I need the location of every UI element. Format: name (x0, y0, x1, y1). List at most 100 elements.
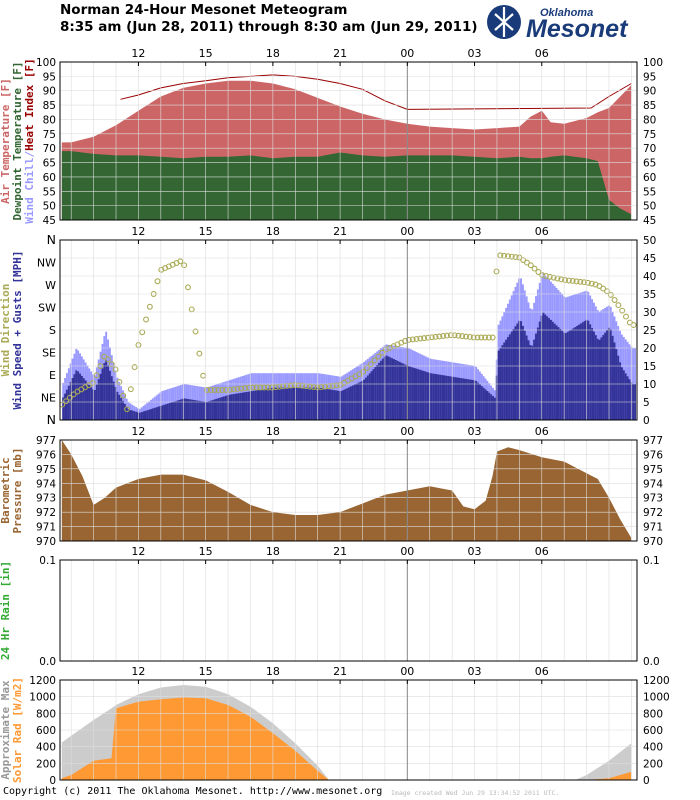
wind-direction-point (504, 253, 511, 260)
wind-speed-bar (174, 401, 177, 420)
wind-speed-bar (239, 392, 242, 420)
x-tick-label: 03 (468, 225, 482, 238)
wind-speed-bar (589, 324, 592, 420)
y-tick-label-left: 60 (43, 172, 56, 184)
wind-direction-point (154, 278, 161, 285)
wind-direction-point (604, 288, 610, 295)
y-tick-label-right: 60 (643, 172, 656, 184)
wind-speed-bar (439, 374, 442, 420)
direction-tick-label: SE (42, 347, 56, 360)
wind-direction-point (409, 336, 416, 343)
wind-direction-point (424, 334, 431, 341)
direction-tick-label: SW (38, 302, 56, 315)
wind-direction-point (284, 382, 290, 389)
axis-label-part: Heat Index [F] (23, 58, 36, 151)
y-tick-label-left: 1000 (29, 692, 56, 704)
wind-direction-point (619, 307, 626, 314)
wind-speed-bar (561, 330, 564, 420)
wind-speed-bar (82, 378, 85, 420)
wind-speed-bar (250, 391, 253, 420)
wind-direction-point (440, 333, 447, 339)
wind-direction-point (360, 368, 367, 375)
y-tick-label-left: 1200 (29, 675, 56, 687)
wind-speed-bar (293, 387, 296, 420)
wind-speed-bar (606, 330, 608, 420)
wind-speed-bar (200, 401, 203, 420)
wind-speed-bar (125, 406, 128, 420)
x-tick-label: 06 (535, 225, 549, 238)
y-tick-label-left: 65 (43, 158, 56, 170)
wind-direction-point (478, 334, 485, 341)
wind-direction-point (295, 382, 302, 389)
wind-speed-bar (131, 410, 134, 420)
wind-direction-point (318, 384, 325, 391)
wind-speed-bar (146, 410, 149, 420)
wind-direction-point (463, 333, 469, 340)
wind-frame (59, 239, 638, 421)
wind-direction-point (364, 365, 370, 371)
y-tick-label-right: 75 (643, 129, 656, 141)
wind-speed-bar (209, 400, 212, 420)
wind-speed-bar (292, 387, 295, 420)
x-tick-label: 00 (400, 225, 414, 238)
y-tick-label-right: 40 (643, 271, 656, 283)
wind-speed-bar (592, 331, 595, 420)
wind-speed-bar (267, 388, 270, 420)
wind-speed-bar (505, 339, 508, 420)
x-tick-label: 15 (199, 225, 213, 238)
wind-direction-point (192, 328, 199, 335)
wind-speed-bar (344, 389, 347, 420)
y-tick-label-right: 80 (643, 114, 656, 126)
y-tick-label-left: 972 (36, 507, 56, 519)
y-tick-label-left: 90 (43, 86, 56, 98)
wind-speed-bar (578, 324, 580, 420)
wind-speed-bar (475, 381, 478, 420)
wind-speed-bar (243, 392, 246, 420)
wind-speed-bar (484, 389, 487, 420)
x-tick-label: 06 (535, 425, 549, 438)
axis-label-part: Air Temperature [F] (0, 78, 12, 204)
y-tick-label-right: 0 (643, 415, 650, 427)
x-tick-label: 06 (535, 665, 549, 678)
wind-speed-bar (183, 398, 186, 420)
wind-speed-bar (521, 325, 524, 420)
wind-speed-bar (230, 394, 233, 420)
y-tick-label-right: 15 (643, 361, 656, 373)
wind-direction-point (143, 316, 149, 323)
x-tick-label: 18 (266, 425, 280, 438)
rain-frame (59, 559, 638, 662)
wind-speed-bar (219, 397, 222, 420)
y-tick-label-left: 600 (36, 725, 56, 737)
wind-speed-bar (262, 389, 265, 420)
y-tick-label-right: 600 (643, 725, 663, 737)
wind-speed-bar (398, 361, 401, 420)
wind-speed-bar (436, 374, 438, 420)
wind-speed-bar (460, 378, 463, 420)
wind-direction-point (329, 382, 336, 389)
wind-speed-bar (591, 327, 594, 420)
logo-top-text: Oklahoma (540, 7, 593, 19)
wind-speed-bar (62, 397, 65, 420)
x-tick-label: 21 (333, 225, 347, 238)
wind-direction-point (253, 384, 260, 391)
wind-direction-point (524, 259, 530, 266)
wind-speed-bar (613, 342, 616, 420)
wind-speed-bar (196, 400, 199, 420)
pressure-area (61, 440, 632, 541)
wind-speed-bar (458, 377, 461, 420)
wind-speed-bar (400, 362, 403, 420)
meteogram-title: Norman 24-Hour Mesonet Meteogram (60, 2, 348, 18)
wind-direction-point (105, 356, 111, 363)
wind-speed-bar (538, 321, 541, 420)
wind-speed-bar (185, 398, 188, 420)
y-tick-label-left: 100 (36, 57, 56, 69)
wind-direction-point (89, 380, 96, 386)
wind-direction-point (245, 384, 252, 391)
wind-speed-bar (170, 402, 173, 420)
wind-speed-bar (379, 360, 382, 420)
x-tick-label: 18 (266, 545, 280, 558)
wind-direction-point (116, 379, 123, 385)
y-tick-label-left: 971 (36, 522, 56, 534)
wind-speed-bar (363, 379, 366, 420)
image-created-text: Image created Wed Jun 29 13:34:52 2011 U… (391, 789, 560, 797)
